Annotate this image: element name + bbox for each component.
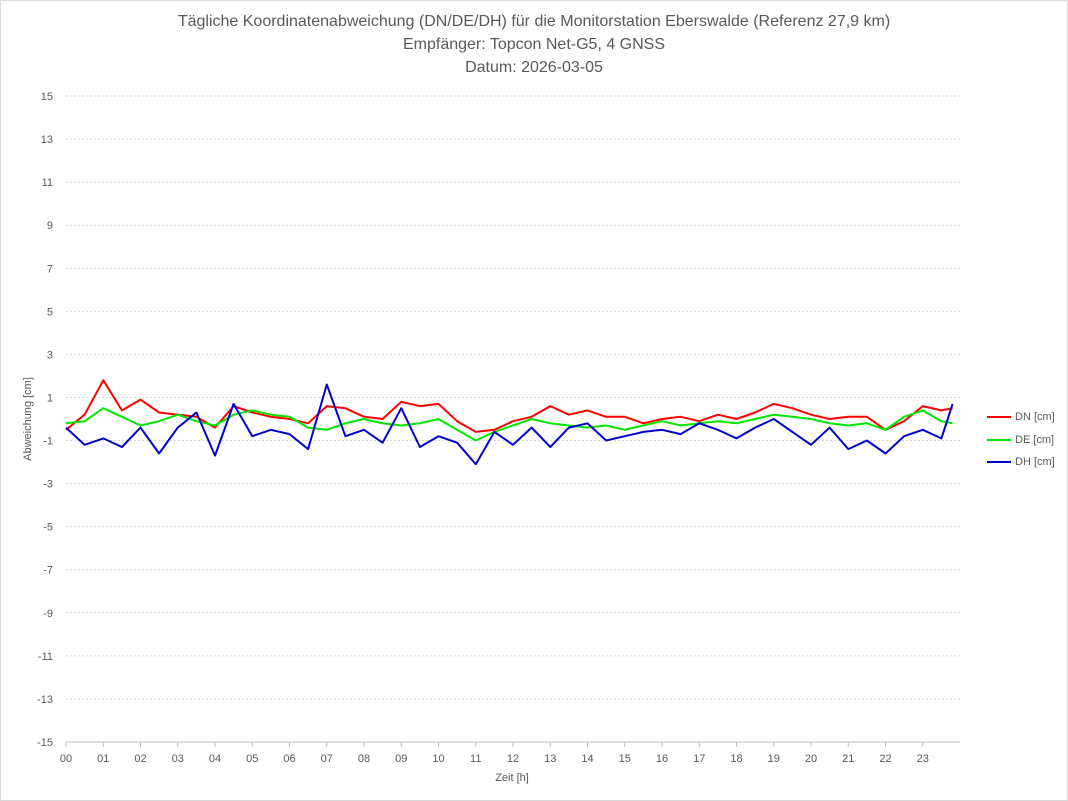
x-tick-label: 21	[842, 753, 854, 765]
y-tick-label: -15	[37, 737, 53, 749]
x-tick-label: 00	[60, 753, 72, 765]
y-tick-label: -11	[38, 651, 53, 663]
legend-item-de: DE [cm]	[987, 434, 1054, 446]
x-tick-label: 14	[581, 753, 593, 765]
chart-title-line-3: Datum: 2026-03-05	[465, 59, 603, 76]
y-tick-label: -13	[37, 694, 53, 706]
y-tick-label: 15	[41, 91, 53, 103]
y-tick-label: 9	[47, 220, 53, 232]
chart-title-line-1: Tägliche Koordinatenabweichung (DN/DE/DH…	[177, 13, 891, 30]
series-lines	[65, 379, 954, 466]
y-tick-label: 7	[47, 263, 53, 275]
y-tick-label: 5	[47, 306, 53, 318]
series-line-dn	[65, 379, 953, 433]
x-tick-label: 03	[172, 753, 184, 765]
legend-swatch-de	[987, 439, 1011, 442]
x-tick-label: 08	[358, 753, 370, 765]
x-tick-label: 13	[544, 753, 556, 765]
x-tick-label: 22	[879, 753, 891, 765]
y-tick-label: -3	[43, 479, 53, 491]
grid-lines	[66, 95, 960, 743]
x-tick-label: 07	[321, 753, 333, 765]
x-tick-label: 20	[805, 753, 817, 765]
y-axis-ticks: 15 13 11 9 7 5 3 1 -1 -3 -5 -7 -9 -11 -13 -15	[37, 91, 53, 749]
y-axis-label: Abweichung [cm]	[22, 377, 34, 461]
x-tick-label: 09	[395, 753, 407, 765]
y-tick-label: 1	[47, 392, 53, 404]
x-tick-label: 05	[246, 753, 258, 765]
legend-swatch-dn	[987, 416, 1011, 419]
x-tick-label: 11	[470, 753, 481, 765]
x-tick-label: 10	[432, 753, 444, 765]
series-line-de	[65, 407, 953, 442]
legend-label-dh: DH [cm]	[1015, 456, 1055, 468]
y-tick-label: -1	[43, 436, 53, 448]
x-tick-label: 17	[693, 753, 705, 765]
x-tick-label: 16	[656, 753, 668, 765]
x-tick-label: 23	[917, 753, 929, 765]
x-tick-label: 06	[283, 753, 295, 765]
legend-item-dn: DN [cm]	[987, 411, 1055, 423]
y-tick-label: 13	[41, 134, 53, 146]
legend-item-dh: DH [cm]	[987, 456, 1055, 468]
x-tick-label: 15	[619, 753, 631, 765]
x-axis-label: Zeit [h]	[495, 772, 529, 784]
x-tick-label: 02	[134, 753, 146, 765]
chart-title-line-2: Empfänger: Topcon Net-G5, 4 GNSS	[402, 36, 666, 53]
legend-label-de: DE [cm]	[1015, 434, 1055, 446]
y-tick-label: 3	[47, 349, 53, 361]
x-axis-ticks: 00 01 02 03 04 05 06 07 08 09 10 11 12 13 14 15 16 17 18 19…	[60, 741, 960, 765]
x-tick-label: 01	[97, 753, 109, 765]
legend-label-dn: DN [cm]	[1015, 411, 1055, 423]
legend-swatch-dh	[987, 461, 1011, 464]
x-tick-label: 12	[507, 753, 519, 765]
y-tick-label: -9	[43, 608, 53, 620]
series-line-dh	[65, 383, 954, 466]
x-tick-label: 04	[209, 753, 221, 765]
x-tick-label: 18	[730, 753, 742, 765]
y-tick-label: -7	[43, 565, 53, 577]
y-tick-label: -5	[43, 522, 53, 534]
y-tick-label: 11	[42, 177, 53, 189]
x-tick-label: 19	[768, 753, 780, 765]
